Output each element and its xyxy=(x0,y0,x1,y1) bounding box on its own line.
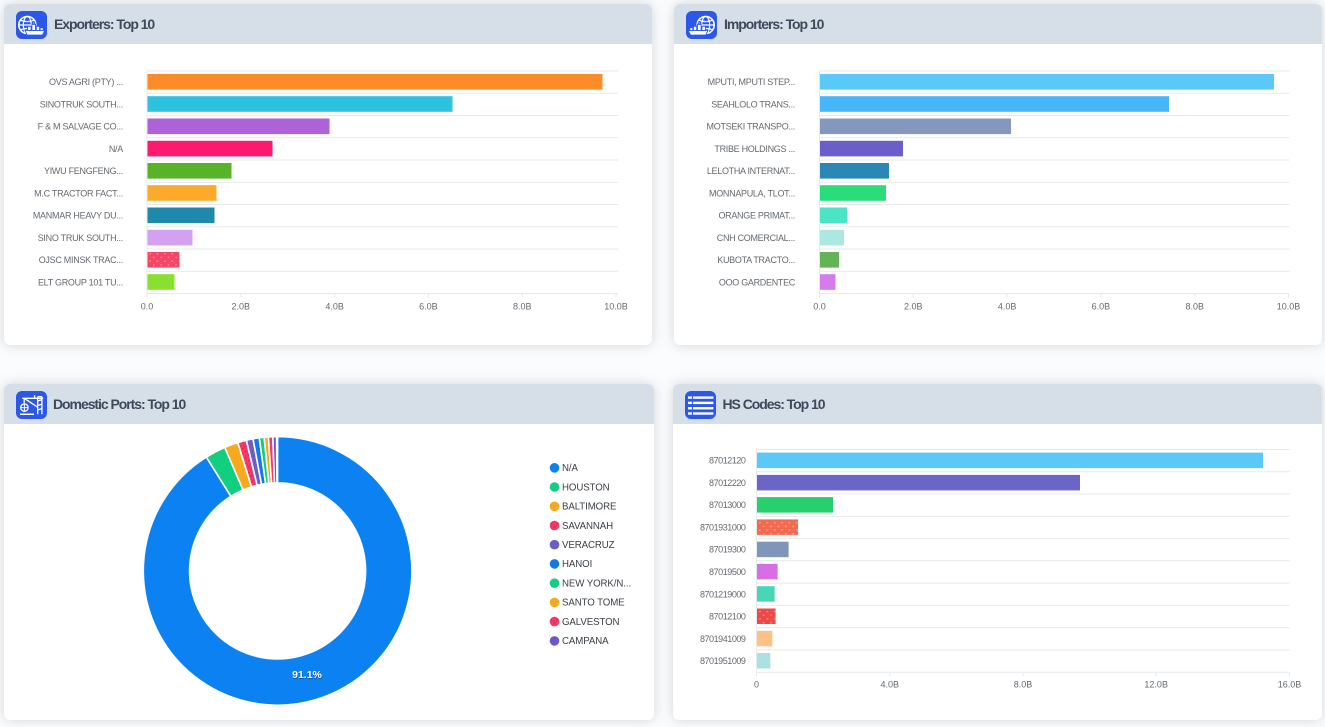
svg-text:N/A: N/A xyxy=(562,463,578,474)
svg-text:MONNAPULA, TLOT...: MONNAPULA, TLOT... xyxy=(709,188,795,198)
svg-text:KUBOTA TRACTO...: KUBOTA TRACTO... xyxy=(717,255,795,265)
svg-text:8701931000: 8701931000 xyxy=(699,522,745,532)
svg-text:16.0B: 16.0B xyxy=(1277,679,1301,689)
svg-text:0.0: 0.0 xyxy=(813,302,826,312)
svg-text:TRIBE HOLDINGS ...: TRIBE HOLDINGS ... xyxy=(714,144,795,154)
svg-text:OOO GARDENTEC: OOO GARDENTEC xyxy=(719,277,796,287)
svg-text:4.0B: 4.0B xyxy=(880,679,899,689)
svg-text:SINOTRUK SOUTH...: SINOTRUK SOUTH... xyxy=(40,99,123,109)
svg-text:87019300: 87019300 xyxy=(709,544,746,554)
svg-text:HANOI: HANOI xyxy=(562,559,592,570)
svg-text:10.0B: 10.0B xyxy=(604,302,628,312)
svg-text:CAMPANA: CAMPANA xyxy=(562,636,609,647)
svg-text:SINO TRUK SOUTH...: SINO TRUK SOUTH... xyxy=(38,233,123,243)
svg-text:8.0B: 8.0B xyxy=(1013,679,1032,689)
svg-text:OVS AGRI (PTY) ...: OVS AGRI (PTY) ... xyxy=(49,77,123,87)
svg-text:SANTO TOME: SANTO TOME xyxy=(562,597,625,608)
svg-text:HOUSTON: HOUSTON xyxy=(562,482,610,493)
svg-text:OJSC MINSK TRAC...: OJSC MINSK TRAC... xyxy=(39,255,123,265)
svg-text:4.0B: 4.0B xyxy=(325,302,344,312)
svg-text:SEAHLOLO TRANS...: SEAHLOLO TRANS... xyxy=(711,99,795,109)
svg-text:91.1%: 91.1% xyxy=(293,670,323,682)
svg-text:M.C TRACTOR FACT...: M.C TRACTOR FACT... xyxy=(34,188,123,198)
svg-text:8701219000: 8701219000 xyxy=(699,589,745,599)
svg-text:BALTIMORE: BALTIMORE xyxy=(562,501,617,512)
svg-text:ORANGE PRIMAT...: ORANGE PRIMAT... xyxy=(718,211,795,221)
svg-text:SAVANNAH: SAVANNAH xyxy=(562,520,613,531)
svg-text:8.0B: 8.0B xyxy=(513,302,532,312)
svg-text:MOTSEKI TRANSPO...: MOTSEKI TRANSPO... xyxy=(707,122,795,132)
svg-text:8.0B: 8.0B xyxy=(1185,302,1204,312)
svg-text:87012220: 87012220 xyxy=(709,477,746,487)
svg-text:F & M SALVAGE CO...: F & M SALVAGE CO... xyxy=(38,122,123,132)
svg-text:87019500: 87019500 xyxy=(709,567,746,577)
svg-text:CNH COMERCIAL...: CNH COMERCIAL... xyxy=(717,233,795,243)
svg-text:GALVESTON: GALVESTON xyxy=(562,616,620,627)
svg-text:ELT GROUP 101 TU...: ELT GROUP 101 TU... xyxy=(38,277,123,287)
svg-text:91.1%: 91.1% xyxy=(292,669,322,681)
svg-text:6.0B: 6.0B xyxy=(1092,302,1111,312)
svg-text:2.0B: 2.0B xyxy=(232,302,251,312)
svg-text:10.0B: 10.0B xyxy=(1277,302,1301,312)
svg-text:87013000: 87013000 xyxy=(709,500,746,510)
svg-text:0: 0 xyxy=(753,679,758,689)
svg-text:MANMAR HEAVY DU...: MANMAR HEAVY DU... xyxy=(33,211,123,221)
svg-text:0.0: 0.0 xyxy=(141,302,154,312)
svg-text:87012100: 87012100 xyxy=(709,611,746,621)
svg-text:NEW YORK/N...: NEW YORK/N... xyxy=(562,578,631,589)
svg-text:87012120: 87012120 xyxy=(709,455,746,465)
svg-text:VERACRUZ: VERACRUZ xyxy=(562,540,615,551)
svg-text:12.0B: 12.0B xyxy=(1144,679,1168,689)
svg-text:2.0B: 2.0B xyxy=(904,302,923,312)
svg-text:LELOTHA INTERNAT...: LELOTHA INTERNAT... xyxy=(707,166,795,176)
svg-text:N/A: N/A xyxy=(109,144,123,154)
svg-text:6.0B: 6.0B xyxy=(419,302,438,312)
svg-text:YIWU FENGFENG...: YIWU FENGFENG... xyxy=(44,166,123,176)
svg-text:4.0B: 4.0B xyxy=(998,302,1017,312)
svg-text:8701951009: 8701951009 xyxy=(699,656,745,666)
svg-text:8701941009: 8701941009 xyxy=(699,633,745,643)
svg-text:MPUTI, MPUTI STEP...: MPUTI, MPUTI STEP... xyxy=(708,77,795,87)
